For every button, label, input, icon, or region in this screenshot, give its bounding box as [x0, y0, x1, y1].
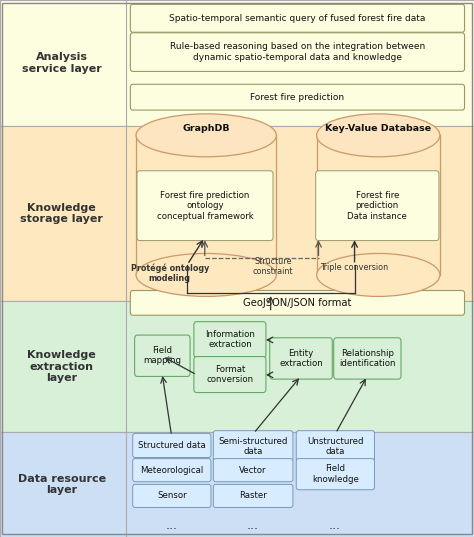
- Bar: [0, 0, 474, 126]
- Bar: [317, 135, 440, 275]
- FancyBboxPatch shape: [130, 4, 465, 32]
- Ellipse shape: [317, 114, 440, 157]
- Text: GeoJSON/JSON format: GeoJSON/JSON format: [243, 298, 352, 308]
- Ellipse shape: [136, 114, 276, 157]
- Text: Meteorological: Meteorological: [140, 466, 203, 475]
- FancyBboxPatch shape: [334, 338, 401, 379]
- Text: ...: ...: [329, 519, 341, 532]
- Text: ...: ...: [247, 519, 259, 532]
- Bar: [0, 126, 474, 301]
- Text: Field
knowledge: Field knowledge: [312, 465, 359, 484]
- Text: Forest fire prediction: Forest fire prediction: [250, 93, 345, 101]
- Bar: [136, 135, 276, 275]
- Text: Knowledge
extraction
layer: Knowledge extraction layer: [27, 350, 96, 383]
- FancyBboxPatch shape: [194, 357, 266, 393]
- FancyBboxPatch shape: [296, 459, 374, 490]
- Text: Unstructured
data: Unstructured data: [307, 437, 364, 456]
- Text: Relationship
identification: Relationship identification: [339, 349, 396, 368]
- FancyBboxPatch shape: [130, 84, 465, 110]
- FancyBboxPatch shape: [130, 291, 465, 315]
- FancyBboxPatch shape: [133, 459, 211, 482]
- FancyBboxPatch shape: [316, 171, 439, 241]
- Text: Structured data: Structured data: [138, 441, 206, 450]
- Text: Vector: Vector: [239, 466, 267, 475]
- Ellipse shape: [136, 253, 276, 296]
- Text: Information
extraction: Information extraction: [205, 330, 255, 350]
- FancyBboxPatch shape: [296, 431, 374, 462]
- Text: Sensor: Sensor: [157, 491, 187, 500]
- Text: Field
mapping: Field mapping: [143, 346, 182, 366]
- FancyBboxPatch shape: [130, 33, 465, 71]
- FancyBboxPatch shape: [194, 322, 266, 358]
- Text: Forest fire prediction
ontology
conceptual framework: Forest fire prediction ontology conceptu…: [156, 191, 254, 221]
- Text: Raster: Raster: [239, 491, 267, 500]
- Text: Data resource
layer: Data resource layer: [18, 474, 106, 496]
- Text: Protégé ontology
modeling: Protégé ontology modeling: [130, 263, 209, 283]
- FancyBboxPatch shape: [133, 433, 211, 458]
- Text: Spatio-temporal semantic query of fused forest fire data: Spatio-temporal semantic query of fused …: [169, 14, 426, 23]
- Text: Structure
constraint: Structure constraint: [253, 257, 293, 276]
- FancyBboxPatch shape: [213, 484, 293, 507]
- FancyBboxPatch shape: [133, 484, 211, 507]
- Text: Rule-based reasoning based on the integration between
dynamic spatio-temporal da: Rule-based reasoning based on the integr…: [170, 42, 425, 62]
- FancyBboxPatch shape: [213, 459, 293, 482]
- Text: Knowledge
storage layer: Knowledge storage layer: [20, 202, 103, 224]
- Text: ...: ...: [165, 519, 178, 532]
- Text: GraphDB: GraphDB: [182, 124, 230, 133]
- Text: Key-Value Database: Key-Value Database: [325, 124, 431, 133]
- Bar: [0, 432, 474, 537]
- Text: Triple conversion: Triple conversion: [320, 263, 389, 272]
- FancyBboxPatch shape: [135, 335, 190, 376]
- FancyBboxPatch shape: [270, 338, 332, 379]
- FancyBboxPatch shape: [213, 431, 293, 462]
- FancyBboxPatch shape: [137, 171, 273, 241]
- Text: Entity
extraction: Entity extraction: [279, 349, 323, 368]
- Text: Forest fire
prediction
Data instance: Forest fire prediction Data instance: [347, 191, 407, 221]
- Text: Format
conversion: Format conversion: [206, 365, 254, 384]
- Text: Semi-structured
data: Semi-structured data: [219, 437, 288, 456]
- Ellipse shape: [317, 253, 440, 296]
- Text: Analysis
service layer: Analysis service layer: [22, 52, 101, 74]
- Bar: [0, 301, 474, 432]
